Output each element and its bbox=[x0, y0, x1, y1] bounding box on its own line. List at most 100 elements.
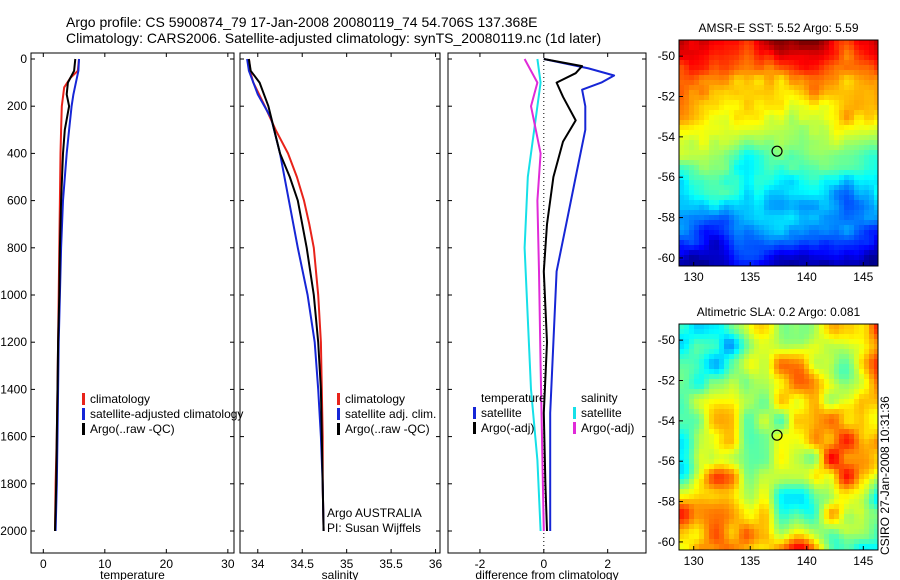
sst-cell bbox=[744, 240, 750, 246]
sla-cell bbox=[699, 374, 705, 380]
sst-cell bbox=[824, 135, 830, 141]
sla-cell bbox=[874, 339, 878, 345]
sla-cell bbox=[789, 394, 795, 400]
sst-cell bbox=[684, 100, 690, 106]
sst-cell bbox=[824, 225, 830, 231]
sla-cell bbox=[724, 514, 730, 520]
sla-cell bbox=[744, 414, 750, 420]
sst-cell bbox=[804, 205, 810, 211]
sst-cell bbox=[739, 120, 745, 126]
sst-cell bbox=[709, 195, 715, 201]
sla-cell bbox=[829, 394, 835, 400]
sst-cell bbox=[819, 230, 825, 236]
sst-cell bbox=[819, 50, 825, 56]
sst-cell bbox=[829, 90, 835, 96]
sst-cell bbox=[834, 200, 840, 206]
sst-cell bbox=[789, 145, 795, 151]
sla-cell bbox=[739, 384, 745, 390]
sla-cell bbox=[679, 494, 685, 500]
sla-cell bbox=[769, 524, 775, 530]
sst-cell bbox=[864, 230, 870, 236]
sla-cell bbox=[684, 509, 690, 515]
sst-cell bbox=[799, 105, 805, 111]
sst-cell bbox=[704, 110, 710, 116]
sla-cell bbox=[769, 509, 775, 515]
sla-cell bbox=[719, 474, 725, 480]
sla-cell bbox=[789, 484, 795, 490]
sla-cell bbox=[859, 464, 865, 470]
sla-cell bbox=[714, 384, 720, 390]
sla-cell bbox=[739, 454, 745, 460]
sla-cell bbox=[714, 359, 720, 365]
sst-cell bbox=[679, 230, 685, 236]
sla-cell bbox=[854, 419, 860, 425]
sla-cell bbox=[824, 379, 830, 385]
sla-cell bbox=[689, 494, 695, 500]
sst-cell bbox=[819, 45, 825, 51]
sla-cell bbox=[754, 409, 760, 415]
sst-cell bbox=[774, 150, 780, 156]
sst-cell bbox=[719, 225, 725, 231]
sla-cell bbox=[844, 349, 850, 355]
sst-cell bbox=[789, 230, 795, 236]
sla-cell bbox=[699, 404, 705, 410]
sst-cell bbox=[874, 40, 878, 46]
sst-cell bbox=[714, 60, 720, 66]
sst-cell bbox=[804, 225, 810, 231]
sst-cell bbox=[699, 220, 705, 226]
sst-cell bbox=[829, 190, 835, 196]
sla-cell bbox=[759, 399, 765, 405]
sla-cell bbox=[694, 444, 700, 450]
sst-cell bbox=[789, 75, 795, 81]
sst-cell bbox=[729, 230, 735, 236]
sla-cell bbox=[749, 329, 755, 335]
sst-cell bbox=[759, 165, 765, 171]
sst-cell bbox=[724, 260, 730, 266]
sst-cell bbox=[774, 210, 780, 216]
sst-cell bbox=[774, 140, 780, 146]
sst-cell bbox=[829, 260, 835, 266]
sla-cell bbox=[699, 524, 705, 530]
sla-cell bbox=[804, 389, 810, 395]
sla-cell bbox=[779, 359, 785, 365]
sla-cell bbox=[714, 369, 720, 375]
sst-cell bbox=[679, 140, 685, 146]
sst-cell bbox=[769, 260, 775, 266]
sst-cell bbox=[849, 75, 855, 81]
sla-cell bbox=[824, 394, 830, 400]
sla-cell bbox=[864, 394, 870, 400]
sla-cell bbox=[774, 339, 780, 345]
sst-cell bbox=[709, 135, 715, 141]
sst-cell bbox=[864, 140, 870, 146]
sla-cell bbox=[769, 364, 775, 370]
depth-tick-label: 1000 bbox=[0, 288, 27, 302]
sst-cell bbox=[824, 205, 830, 211]
sst-cell bbox=[834, 250, 840, 256]
sla-cell bbox=[834, 399, 840, 405]
sst-cell bbox=[834, 245, 840, 251]
sla-cell bbox=[739, 504, 745, 510]
sla-cell bbox=[864, 414, 870, 420]
sla-cell bbox=[709, 474, 715, 480]
sla-cell bbox=[679, 324, 685, 330]
sla-cell bbox=[699, 409, 705, 415]
legend-temp-climatology-label: climatology bbox=[90, 392, 150, 406]
sst-cell bbox=[794, 225, 800, 231]
sla-cell bbox=[759, 539, 765, 545]
sst-cell bbox=[799, 55, 805, 61]
sst-cell bbox=[824, 100, 830, 106]
sla-cell bbox=[719, 359, 725, 365]
sst-cell bbox=[759, 140, 765, 146]
sla-cell bbox=[799, 394, 805, 400]
sla-cell bbox=[839, 419, 845, 425]
sla-cell bbox=[719, 324, 725, 330]
sla-cell bbox=[819, 364, 825, 370]
sla-cell bbox=[814, 544, 820, 550]
sla-cell bbox=[724, 394, 730, 400]
sla-cell bbox=[704, 349, 710, 355]
sst-cell bbox=[814, 70, 820, 76]
sla-cell bbox=[874, 409, 878, 415]
sst-cell bbox=[704, 225, 710, 231]
sst-cell bbox=[849, 60, 855, 66]
sla-cell bbox=[819, 484, 825, 490]
